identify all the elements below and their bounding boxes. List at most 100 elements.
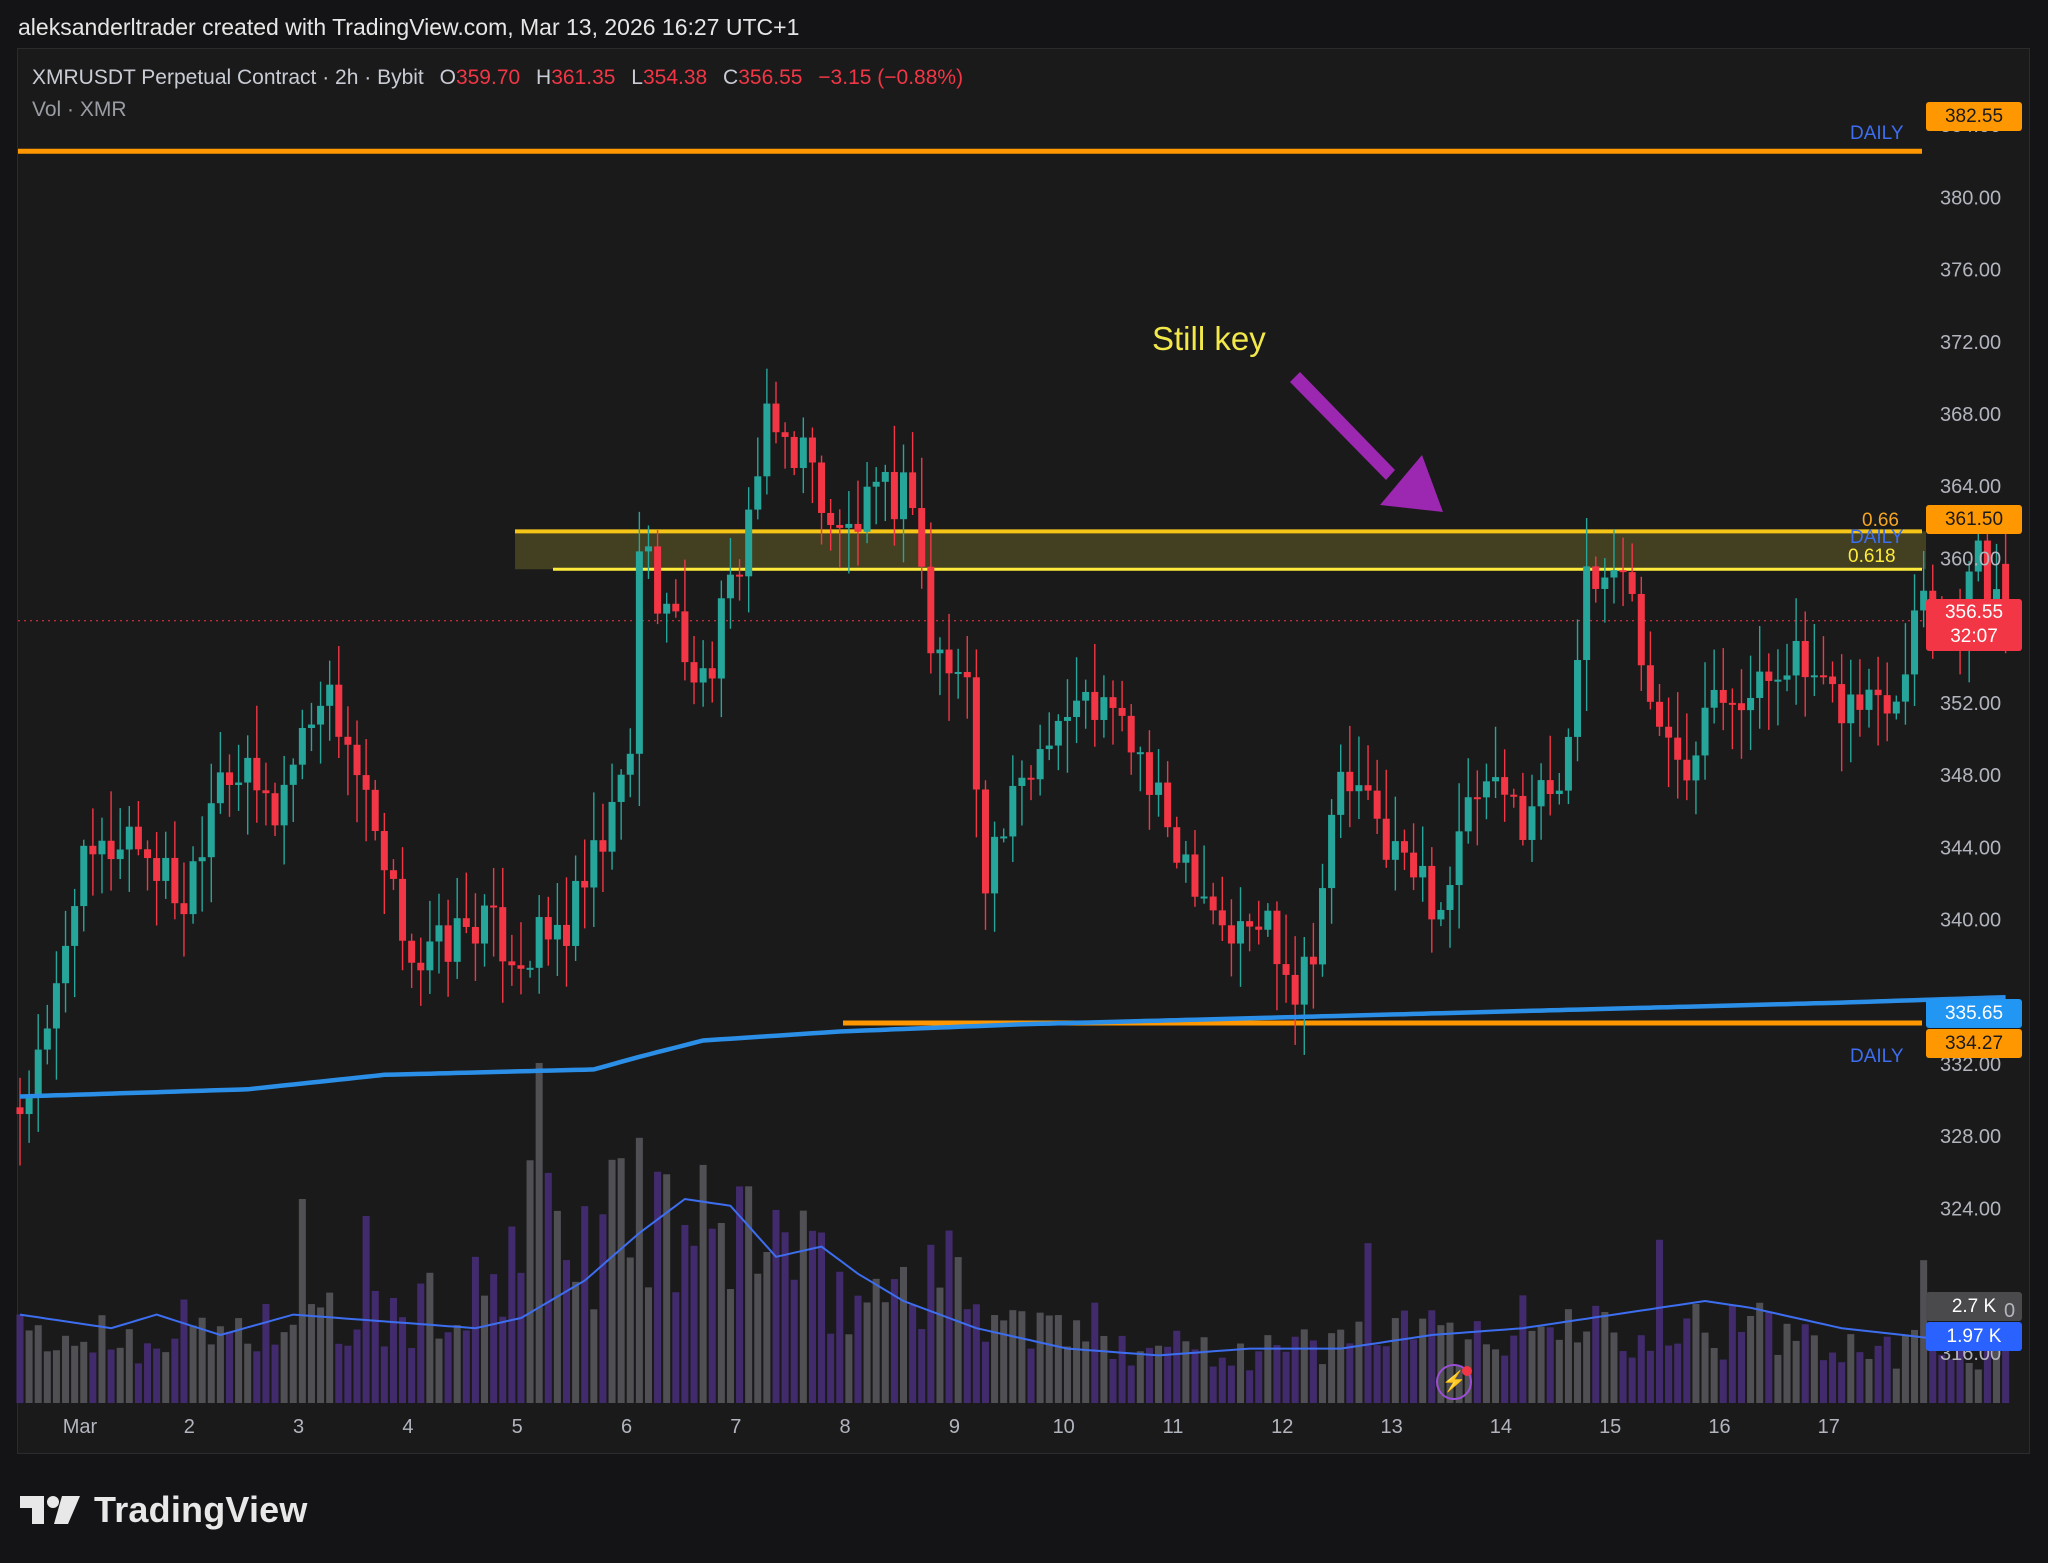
lightning-icon[interactable]: ⚡ xyxy=(1436,1364,1472,1400)
candle-body xyxy=(1237,921,1245,944)
volume-bar xyxy=(180,1299,188,1403)
y-tick-label: 344.00 xyxy=(1940,837,2001,859)
volume-bar xyxy=(708,1228,716,1403)
x-tick-label: 4 xyxy=(402,1416,413,1438)
volume-bar xyxy=(1145,1347,1153,1403)
candle-body xyxy=(1036,749,1044,780)
volume-bar xyxy=(954,1257,962,1403)
candle-body xyxy=(1018,777,1026,786)
candle-body xyxy=(900,472,908,520)
candle-body xyxy=(644,546,652,552)
volume-bar xyxy=(1592,1305,1600,1403)
candle-body xyxy=(790,436,798,469)
candle-body xyxy=(371,789,379,832)
volume-bar xyxy=(462,1330,470,1403)
volume-bar xyxy=(654,1171,662,1403)
volume-bar xyxy=(98,1315,106,1403)
candle-body xyxy=(681,611,689,663)
volume-last-tag: 2.7 K xyxy=(1926,1292,2022,1321)
volume-bar xyxy=(25,1330,33,1403)
volume-bar xyxy=(471,1256,479,1403)
candle-body xyxy=(508,961,516,966)
candle-body xyxy=(1300,956,1308,1005)
volume-bar xyxy=(1637,1335,1645,1403)
low-value: 354.38 xyxy=(642,66,708,89)
candle-body xyxy=(1155,782,1163,795)
volume-legend[interactable]: Vol · XMR xyxy=(32,98,127,121)
candle-body xyxy=(1528,806,1536,840)
candle-body xyxy=(1145,752,1153,795)
candle-body xyxy=(1446,885,1454,910)
candle-body xyxy=(927,566,935,654)
candle-body xyxy=(116,849,124,860)
candle-body xyxy=(16,1107,24,1115)
volume-bar xyxy=(890,1279,898,1403)
candle-body xyxy=(1883,695,1891,714)
candle-body xyxy=(626,753,634,775)
volume-bar xyxy=(808,1230,816,1403)
candle-body xyxy=(1063,716,1071,721)
volume-bar xyxy=(271,1344,279,1403)
candle-body xyxy=(1974,540,1982,572)
volume-bar xyxy=(1400,1310,1408,1403)
volume-bar xyxy=(745,1186,753,1403)
volume-bar xyxy=(326,1292,334,1403)
close-value: 356.55 xyxy=(738,66,803,89)
candle-body xyxy=(845,523,853,528)
volume-bar xyxy=(1656,1239,1663,1403)
volume-bar xyxy=(1583,1331,1591,1403)
candle-body xyxy=(71,906,79,946)
volume-bar xyxy=(144,1343,152,1403)
tradingview-logo-icon xyxy=(20,1496,80,1524)
volume-bar xyxy=(1892,1368,1900,1403)
candle-body xyxy=(107,840,115,860)
volume-bar xyxy=(1482,1344,1490,1403)
volume-bar xyxy=(62,1335,70,1403)
volume-bar xyxy=(162,1352,170,1403)
fib-0618-label: 0.618 xyxy=(1848,546,1896,567)
volume-bar xyxy=(1209,1366,1217,1403)
candle-body xyxy=(399,878,407,941)
candle-body xyxy=(1674,737,1682,760)
x-tick-label: 3 xyxy=(293,1416,304,1438)
candle-body xyxy=(344,736,352,745)
candle-body xyxy=(1009,785,1017,837)
tradingview-logo[interactable]: TradingView xyxy=(20,1488,308,1532)
volume-bar xyxy=(754,1273,762,1403)
volume-bar xyxy=(52,1350,60,1403)
candle-body xyxy=(1191,854,1199,897)
candle-body xyxy=(981,789,989,894)
volume-bar xyxy=(298,1199,306,1403)
volume-bar xyxy=(918,1329,926,1403)
volume-bar xyxy=(1127,1365,1135,1403)
candle-body xyxy=(1109,697,1117,708)
volume-bar xyxy=(1200,1337,1208,1403)
candle-body xyxy=(1118,707,1126,716)
candle-body xyxy=(863,486,871,532)
candle-body xyxy=(335,684,343,737)
change-value: −3.15 (−0.88%) xyxy=(818,66,964,89)
candle-body xyxy=(1318,888,1326,965)
volume-bar xyxy=(481,1295,489,1403)
candle-body xyxy=(1382,818,1390,860)
volume-bar xyxy=(1118,1335,1126,1403)
candle-body xyxy=(1583,566,1591,661)
candle-body xyxy=(909,472,917,509)
x-tick-label: 9 xyxy=(949,1416,960,1438)
candle-body xyxy=(262,790,270,794)
ohlc-legend[interactable]: XMRUSDT Perpetual Contract · 2h · Bybit … xyxy=(32,66,963,90)
last-price-value: 356.55 xyxy=(1944,602,2004,623)
annotation-text[interactable]: Still key xyxy=(1152,320,1266,357)
candle-body xyxy=(216,772,224,804)
x-tick-label: 11 xyxy=(1163,1416,1184,1438)
symbol-label[interactable]: XMRUSDT Perpetual Contract · 2h · Bybit xyxy=(32,66,424,89)
candle-body xyxy=(289,764,297,785)
chart-frame xyxy=(17,48,2030,1454)
volume-bar xyxy=(399,1317,407,1403)
volume-bar xyxy=(672,1292,680,1403)
volume-bar xyxy=(1929,1328,1937,1403)
volume-layer xyxy=(16,1063,2010,1403)
volume-bar xyxy=(1000,1320,1008,1403)
volume-bar xyxy=(80,1341,88,1403)
